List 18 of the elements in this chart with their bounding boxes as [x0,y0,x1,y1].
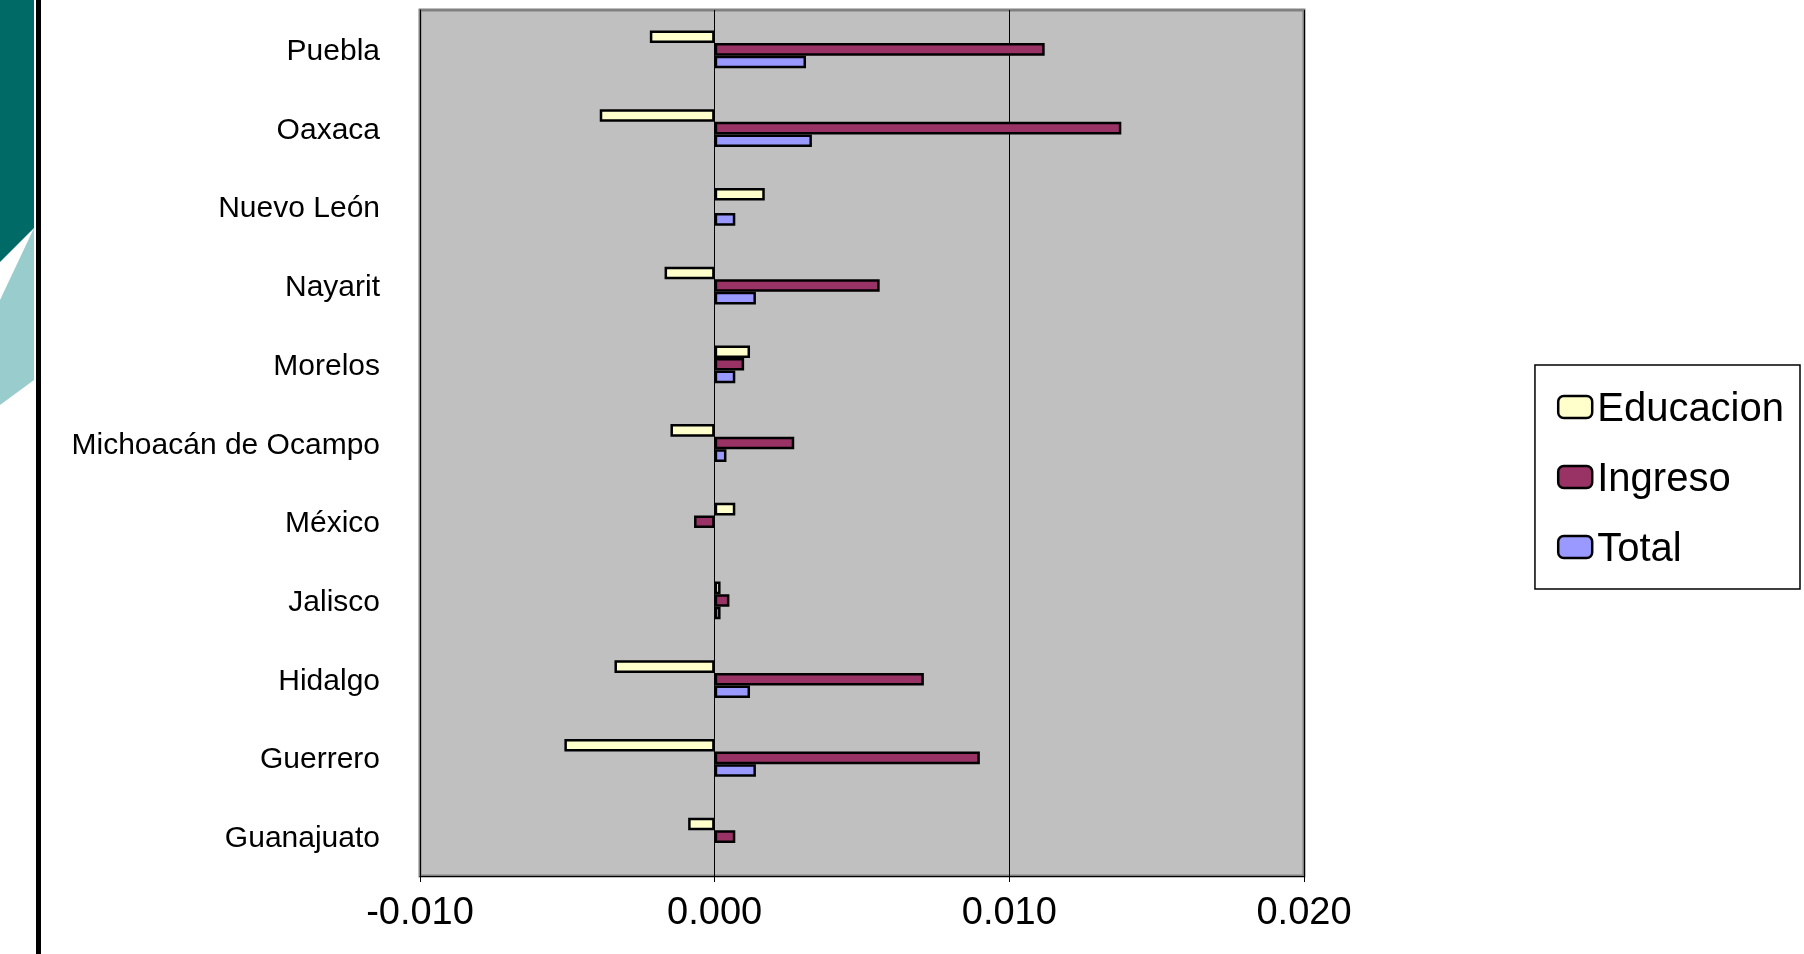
y-tick-label: Michoacán de Ocampo [71,426,380,460]
y-tick-label: México [284,505,380,539]
x-tick-label: 0.000 [667,890,763,932]
y-tick-label: Hidalgo [278,662,380,696]
x-tick-label: 0.010 [961,890,1057,932]
y-tick-label: Morelos [273,347,380,381]
legend-label: Total [1597,525,1682,569]
legend-label: Educacion [1597,385,1784,429]
y-tick-label: Oaxaca [276,111,381,145]
x-tick-label: 0.020 [1256,890,1352,932]
y-tick-label: Guerrero [259,741,380,775]
legend-label: Ingreso [1597,455,1731,499]
y-tick-label: Jalisco [288,583,380,617]
y-tick-label: Guanajuato [224,820,380,854]
x-tick-label: -0.010 [366,890,474,932]
y-tick-label: Puebla [286,32,381,66]
y-tick-label: Nayarit [284,269,381,303]
y-tick-label: Nuevo León [218,190,380,224]
